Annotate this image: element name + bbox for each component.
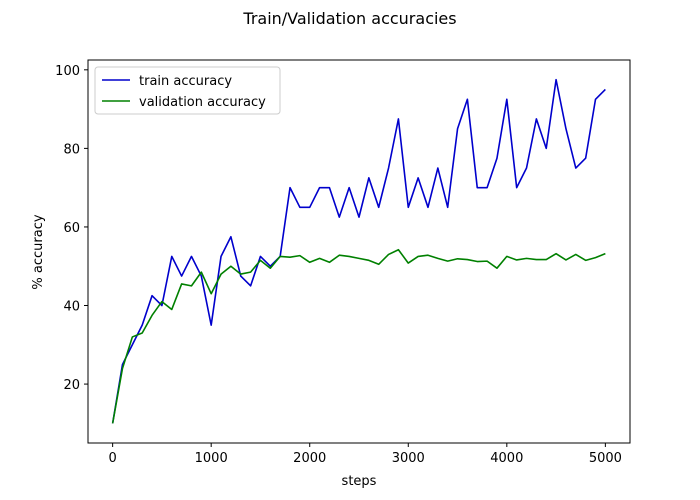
plot-frame: [87, 59, 631, 444]
x-axis-label: steps: [342, 474, 377, 489]
x-tick-label: 4000: [490, 451, 523, 466]
chart-title: Train/Validation accuracies: [242, 9, 456, 28]
plot-layer: [111, 78, 606, 424]
y-tick-label: 20: [63, 378, 80, 393]
x-tick-label: 1000: [195, 451, 228, 466]
x-tick-label: 2000: [293, 451, 326, 466]
y-axis: 20 40 60 80 100: [55, 64, 88, 393]
series-line-1: [111, 248, 606, 424]
y-tick-label: 60: [63, 221, 80, 236]
y-axis-label: % accuracy: [31, 214, 46, 289]
y-tick-label: 80: [63, 142, 80, 157]
series-line-0: [111, 78, 606, 424]
legend-box: [94, 66, 281, 115]
legend-label-0: train accuracy: [139, 74, 232, 89]
legend-label-1: validation accuracy: [139, 95, 266, 110]
y-tick-label: 100: [55, 64, 80, 79]
x-tick-label: 3000: [392, 451, 425, 466]
legend: train accuracy validation accuracy: [94, 66, 281, 115]
y-tick-label: 40: [63, 300, 80, 315]
x-tick-label: 5000: [589, 451, 622, 466]
x-tick-label: 0: [108, 451, 116, 466]
x-axis: 0 1000 2000 3000 4000 5000: [108, 443, 622, 466]
